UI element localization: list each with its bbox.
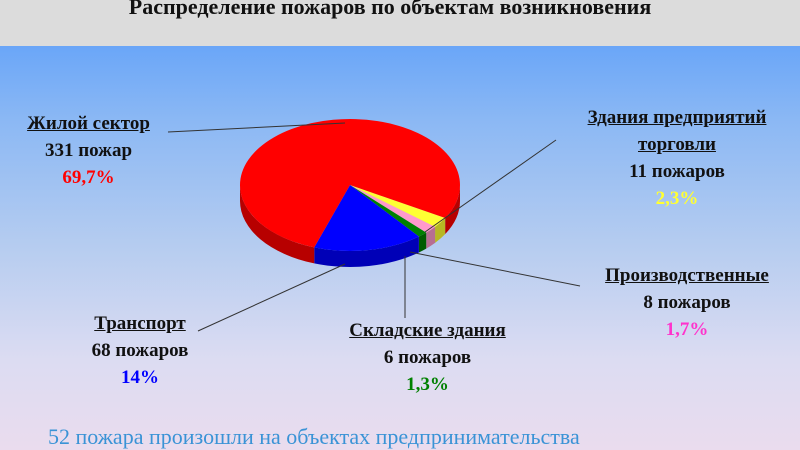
slice-name: Жилой сектор: [27, 113, 150, 134]
slice-percent: 14%: [121, 367, 159, 388]
pie-slice-side: [426, 226, 436, 249]
slice-count: 68 пожаров: [91, 340, 189, 361]
label-warehouse: Складские здания 6 пожаров 1,3%: [320, 317, 535, 398]
label-industrial: Производственные 8 пожаров 1,7%: [578, 262, 796, 343]
label-trade: Здания предприятий торговли 11 пожаров 2…: [557, 104, 797, 212]
pie-slice-Здания предприятий торговли: [350, 185, 446, 227]
leader-line-industrial: [409, 251, 581, 287]
slice-percent: 1,3%: [406, 374, 449, 395]
slice-name: Транспорт: [94, 313, 186, 334]
pie-slice-side: [418, 232, 427, 253]
footer-note: 52 пожара произошли на объектах предприн…: [48, 424, 580, 449]
leader-line-residential: [167, 122, 346, 133]
label-residential: Жилой сектор 331 пожар 69,7%: [6, 110, 171, 191]
pie-slice-side: [445, 185, 460, 234]
slice-count: 11 пожаров: [629, 161, 725, 182]
slice-name: Складские здания: [349, 320, 506, 341]
slice-count: 331 пожар: [44, 140, 133, 161]
title-bar: Распределение пожаров по объектам возник…: [0, 0, 800, 46]
chart-title: Распределение пожаров по объектам возник…: [128, 0, 652, 19]
pie-slice-side: [240, 185, 315, 264]
pie-slice-Производственные: [350, 185, 436, 233]
pie-slice-Складские здания: [350, 185, 427, 237]
label-transport: Транспорт 68 пожаров 14%: [65, 310, 215, 391]
pie-slice-Транспорт: [314, 185, 419, 251]
slice-percent: 69,7%: [62, 167, 115, 188]
pie-slice-side: [314, 236, 419, 267]
slice-percent: 2,3%: [655, 188, 699, 209]
slice-percent: 1,7%: [665, 319, 709, 340]
pie-slice-side: [435, 218, 446, 243]
slice-name: Здания предприятий торговли: [587, 107, 767, 155]
slice-count: 6 пожаров: [383, 347, 472, 368]
slice-count: 8 пожаров: [643, 292, 731, 313]
leader-line-transport: [197, 263, 346, 332]
pie-slice-Жилой сектор: [240, 119, 460, 248]
leader-line-trade: [424, 139, 557, 233]
slice-name: Производственные: [605, 265, 769, 286]
